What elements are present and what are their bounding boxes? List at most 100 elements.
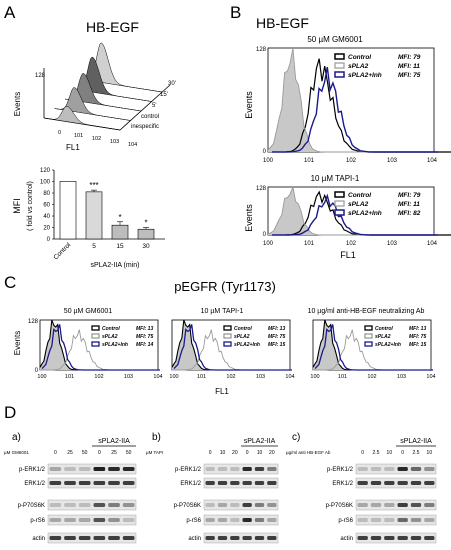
blot-band [217, 481, 228, 485]
legend-swatch [223, 325, 232, 331]
blot-band [93, 503, 106, 507]
blot-band [410, 467, 422, 471]
blot-lane-label: 20 [269, 450, 275, 456]
significance-mark: * [118, 213, 121, 222]
waterfall-histogram: Events 128 0 101 102 103 104 FL1 30' 15'… [13, 42, 176, 152]
blot-strip [355, 499, 437, 511]
blot-row-label: p-P70S6K [326, 503, 353, 509]
blot-strip [203, 514, 279, 526]
waterfall-z-label: 5' [152, 103, 156, 109]
histogram-x-tick: 104 [427, 241, 438, 247]
legend-swatch [91, 333, 100, 339]
legend-name: Control [375, 326, 393, 332]
waterfall-z-label: 30' [168, 81, 176, 87]
bar [85, 191, 103, 240]
blot-band [93, 536, 106, 540]
histogram-x-tick: 104 [427, 158, 438, 164]
legend-name: sPLA2+Inh [102, 342, 128, 348]
panel-c-title: pEGFR (Tyr1173) [174, 279, 276, 294]
blot-band [397, 518, 408, 522]
blot-header: sPLA2-IIA [98, 438, 130, 445]
blot-band [410, 481, 422, 485]
legend-mfi: MFI: 11 [398, 63, 420, 70]
blot-band [242, 503, 252, 507]
waterfall-y-tick: 128 [35, 73, 46, 79]
blot-strip [355, 477, 437, 489]
blot-band [384, 518, 395, 522]
blot-band [217, 518, 228, 522]
mfi-bar-chart: MFI ( fold vs control) 0 20 40 60 80 100 120 C… [12, 168, 165, 269]
histogram-y-zero: 0 [263, 149, 267, 155]
histogram-y-label: Events [13, 331, 22, 355]
blot-band [384, 467, 395, 471]
legend-swatch [223, 333, 232, 339]
histogram-x-tick: 103 [387, 241, 398, 247]
blot-band [122, 481, 135, 485]
blot-strip [203, 477, 279, 489]
waterfall-x-tick: 101 [74, 133, 83, 139]
histogram-x-label: FL1 [340, 250, 356, 260]
blot-band [242, 518, 252, 522]
waterfall-z-label: 15' [160, 92, 168, 98]
blot-band [357, 467, 368, 471]
panel-a-letter: A [4, 3, 16, 22]
blot-band [267, 536, 277, 540]
legend-name: Control [234, 326, 252, 332]
histogram-subtitle: 10 µM TAPI-1 [311, 174, 360, 183]
legend-mfi: MFI: 75 [268, 334, 285, 340]
waterfall-trace [43, 105, 121, 131]
blot-band [370, 503, 382, 507]
legend-mfi: MFI: 79 [398, 54, 421, 61]
blot-band [78, 467, 91, 471]
blot-band [254, 536, 265, 540]
histogram-c3: 100 101 102 103 104 Control MFI: 13 sPLA2 MFI: 7… [310, 319, 436, 380]
waterfall-trace [85, 42, 163, 93]
legend-name: Control [348, 192, 371, 199]
blot-sub-label: a) [12, 432, 21, 443]
blot-band [49, 467, 62, 471]
legend-mfi: MFI: 15 [268, 342, 285, 348]
blot-band [397, 503, 408, 507]
histogram-x-tick: 102 [226, 374, 235, 380]
histogram-x-tick: 101 [65, 374, 74, 380]
histogram-subtitle: 10 µg/ml anti-HB-EGF neutralizing Ab [308, 308, 425, 315]
blot-row-label: ERK1/2 [24, 481, 45, 487]
blot-row-label: actin [188, 536, 201, 542]
bar-marks: Control *** 5 * 15 * 30 [52, 181, 155, 261]
legend-name: sPLA2 [348, 63, 369, 70]
histogram-y-zero: 0 [263, 232, 267, 238]
blot-band [370, 536, 382, 540]
legend-name: sPLA2 [102, 334, 118, 340]
blot-band [108, 518, 120, 522]
blot-band [78, 536, 91, 540]
blot-header: sPLA2-IIA [400, 438, 432, 445]
histogram-x-tick: 102 [346, 158, 357, 164]
blot-band [49, 518, 62, 522]
blot-band [242, 467, 252, 471]
blot-band [424, 481, 435, 485]
histogram-x-tick: 103 [387, 158, 398, 164]
waterfall-z-label: inespecific [131, 124, 159, 130]
blot-band [108, 536, 120, 540]
blot-band [49, 503, 62, 507]
blot-band [267, 503, 277, 507]
panel-d-letter: D [4, 403, 16, 422]
blot-band [242, 536, 252, 540]
blot-band [267, 467, 277, 471]
histogram-y-tick: 128 [256, 47, 267, 53]
blot-strip [203, 463, 279, 475]
blot-strip [355, 463, 437, 475]
blot-band [410, 503, 422, 507]
blot-lane-label: 0 [98, 450, 101, 456]
histogram-y-label: Events [244, 91, 254, 119]
panel-c: C pEGFR (Tyr1173) 50 µM GM6001 10 µM TAP… [4, 273, 436, 396]
blot-band [424, 536, 435, 540]
bar-y-tick-label: 100 [40, 180, 51, 186]
blot-band [230, 518, 240, 522]
histogram-control-fill [268, 48, 434, 152]
waterfall-x-tick: 103 [110, 139, 119, 145]
legend-swatch [364, 341, 373, 347]
legend-swatch-spla2 [334, 62, 345, 69]
histogram-subtitle: 10 µM TAPI-1 [201, 308, 244, 315]
